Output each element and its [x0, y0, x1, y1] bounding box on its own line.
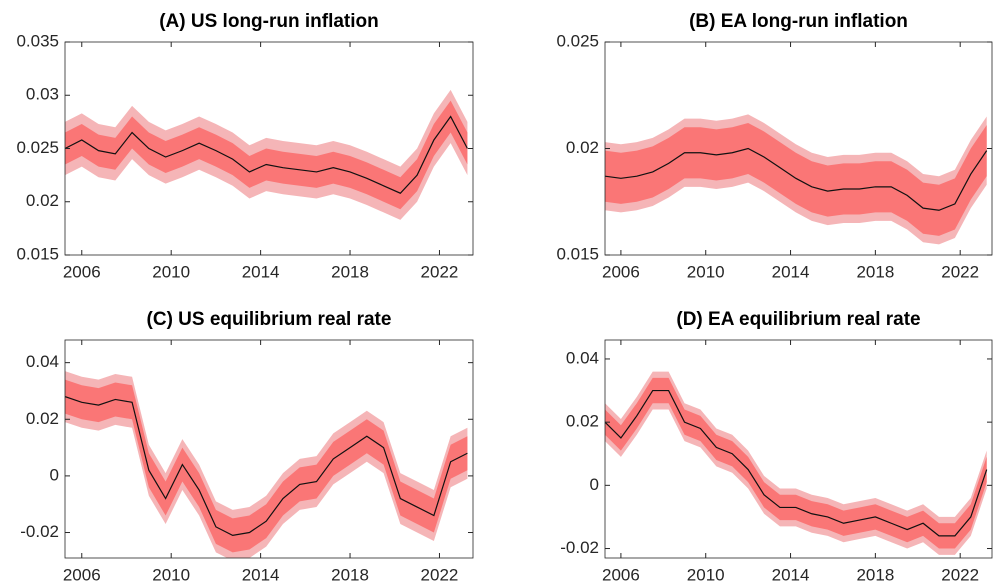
y-tick-label: 0.025: [16, 138, 59, 157]
panel: -0.02 0 0.02 0.04 2006 2010 2014 2018 2022 (C) US…: [20, 309, 474, 584]
y-tick-label: 0.02: [26, 409, 59, 428]
x-tick-label: 2022: [421, 565, 459, 584]
x-tick-label: 2014: [242, 262, 280, 281]
x-tick-label: 2006: [63, 262, 101, 281]
axes-box: [64, 339, 474, 559]
x-tick-label: 2022: [941, 565, 979, 584]
x-tick-label: 2010: [152, 262, 190, 281]
plot-area: [605, 371, 988, 555]
panel-title: (A) US long-run inflation: [159, 11, 379, 32]
y-tick-label: 0: [50, 465, 59, 484]
plot-area: [65, 89, 468, 220]
band: [605, 122, 987, 236]
band: [65, 100, 468, 210]
y-tick-label: 0.02: [566, 138, 599, 157]
x-tick-label: 2010: [152, 565, 190, 584]
y-tick-label: -0.02: [560, 538, 599, 557]
y-tick-label: 0.02: [566, 412, 599, 431]
x-tick-label: 2006: [602, 262, 640, 281]
panel-title: (B) EA long-run inflation: [689, 11, 908, 32]
x-tick-label: 2006: [63, 565, 101, 584]
panel-title: (C) US equilibrium real rate: [147, 309, 392, 330]
median-line: [605, 147, 988, 211]
x-tick-label: 2014: [772, 565, 810, 584]
median-line: [605, 389, 988, 537]
y-tick-label: 0.04: [566, 348, 599, 367]
y-tick-label: 0.04: [26, 352, 59, 371]
x-tick-label: 2014: [242, 565, 280, 584]
x-tick-label: 2010: [687, 262, 725, 281]
panel-title: (D) EA equilibrium real rate: [676, 309, 920, 330]
panel: 0.015 0.02 0.025 2006 2010 2014 2018 2022 (B) EA…: [556, 11, 993, 281]
y-tick-label: 0.015: [556, 244, 599, 263]
y-tick-label: -0.02: [20, 522, 59, 541]
panel: -0.02 0 0.02 0.04 2006 2010 2014 2018 2022 (D) EA…: [560, 309, 993, 584]
x-tick-label: 2018: [856, 262, 894, 281]
y-tick-label: 0.025: [556, 31, 599, 50]
panel: 0.015 0.02 0.025 0.03 0.035 2006 2010 2014 2018 2…: [16, 11, 474, 281]
x-tick-label: 2014: [772, 262, 810, 281]
y-tick-label: 0.03: [26, 85, 59, 104]
x-tick-label: 2022: [941, 262, 979, 281]
median-line: [65, 115, 468, 194]
plot-area: [65, 371, 468, 558]
x-tick-label: 2018: [331, 565, 369, 584]
x-tick-label: 2022: [421, 262, 459, 281]
y-tick-label: 0.035: [16, 31, 59, 50]
x-tick-label: 2018: [856, 565, 894, 584]
plot-area: [605, 114, 988, 245]
y-tick-label: 0.02: [26, 191, 59, 210]
band: [605, 377, 987, 549]
x-tick-label: 2018: [331, 262, 369, 281]
median-line: [65, 396, 468, 536]
band: [65, 379, 468, 553]
y-tick-label: 0.015: [16, 244, 59, 263]
x-tick-label: 2006: [602, 565, 640, 584]
y-tick-label: 0: [590, 475, 599, 494]
x-tick-label: 2010: [687, 565, 725, 584]
axes-box: [604, 339, 993, 559]
